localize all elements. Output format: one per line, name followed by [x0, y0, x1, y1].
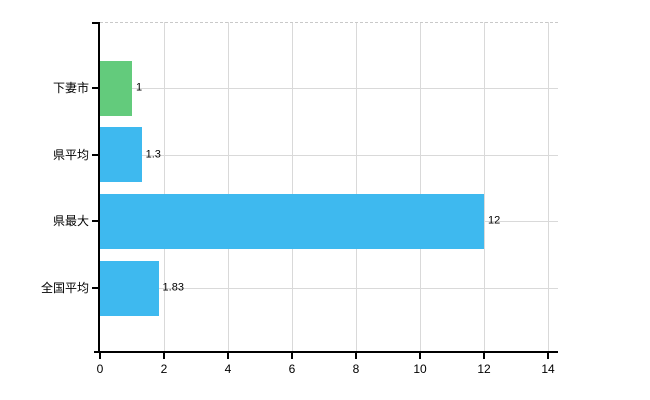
bar-value-label: 1.83 — [162, 281, 184, 294]
x-axis-tick-label: 6 — [288, 362, 296, 376]
x-axis-tick-label: 0 — [96, 362, 104, 376]
x-axis-tick — [547, 353, 549, 359]
category-label: 下妻市 — [52, 81, 89, 95]
bar-value-label: 12 — [488, 214, 501, 227]
vertical-gridline — [420, 22, 421, 351]
x-axis-tick — [483, 353, 485, 359]
x-axis-tick-label: 8 — [352, 362, 360, 376]
vertical-gridline — [292, 22, 293, 351]
plot-top-border — [100, 22, 558, 23]
horizontal-gridline — [100, 88, 558, 89]
vertical-gridline — [484, 22, 485, 351]
x-axis-tick-label: 12 — [477, 362, 491, 376]
bar-0 — [100, 61, 132, 116]
x-axis-tick-label: 4 — [224, 362, 232, 376]
bar-2 — [100, 194, 484, 249]
x-axis-tick — [163, 353, 165, 359]
bar-3 — [100, 261, 159, 316]
vertical-gridline — [164, 22, 165, 351]
bar-1 — [100, 127, 142, 182]
y-axis-tick — [92, 287, 98, 289]
x-axis-tick-label: 2 — [160, 362, 168, 376]
y-axis-tick — [92, 154, 98, 156]
horizontal-gridline — [100, 155, 558, 156]
bar-value-label: 1 — [136, 81, 143, 94]
y-axis-tick — [92, 22, 98, 24]
x-axis-tick-label: 14 — [541, 362, 555, 376]
category-label: 県平均 — [52, 148, 89, 162]
bar-value-label: 1.3 — [145, 148, 161, 161]
category-label: 全国平均 — [40, 281, 89, 295]
x-axis — [94, 351, 558, 353]
vertical-gridline — [356, 22, 357, 351]
category-label: 県最大 — [52, 214, 89, 228]
x-axis-tick-label: 10 — [413, 362, 427, 376]
y-axis-tick — [92, 220, 98, 222]
y-axis-tick — [92, 87, 98, 89]
x-axis-tick — [291, 353, 293, 359]
x-axis-tick — [355, 353, 357, 359]
x-axis-tick — [227, 353, 229, 359]
horizontal-gridline — [100, 288, 558, 289]
y-axis — [98, 22, 100, 351]
x-axis-tick — [99, 353, 101, 359]
vertical-gridline — [228, 22, 229, 351]
vertical-gridline — [548, 22, 549, 351]
x-axis-tick — [419, 353, 421, 359]
